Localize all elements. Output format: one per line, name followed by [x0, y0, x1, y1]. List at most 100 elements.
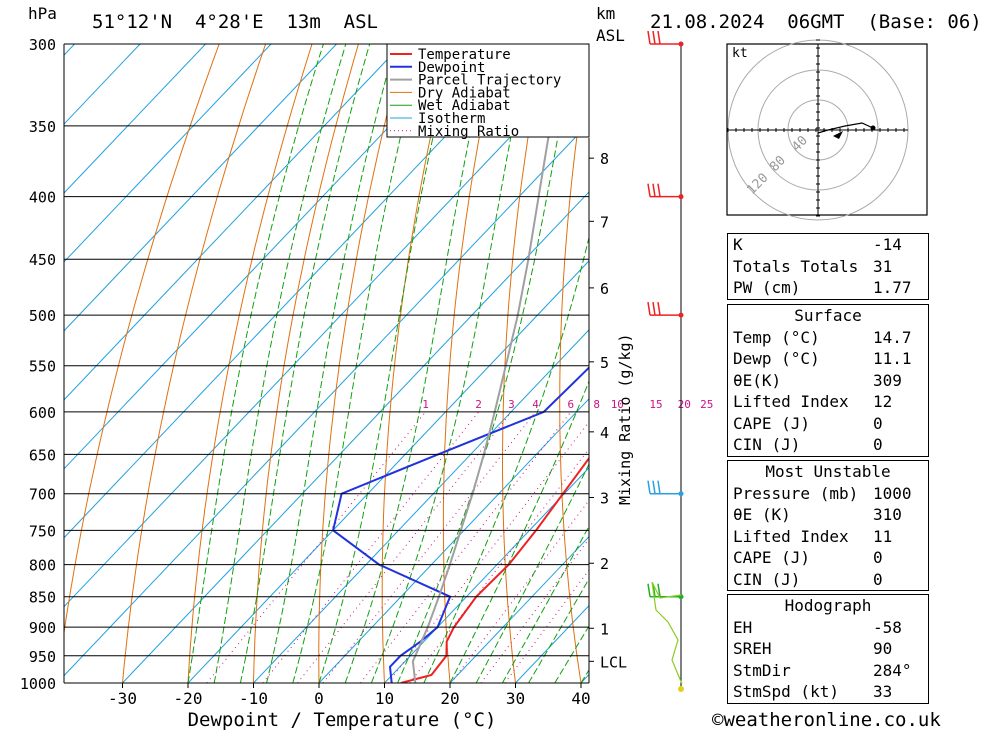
wet-adiabat-line	[293, 44, 424, 683]
isotherm-line	[123, 44, 730, 683]
pressure-tick-label: 300	[29, 36, 56, 54]
mu-row: CAPE (J)0	[728, 547, 928, 569]
x-tick-label: 10	[375, 689, 394, 708]
mixing-ratio-axis-title: Mixing Ratio (g/kg)	[616, 333, 634, 505]
pressure-tick-label: 1000	[20, 675, 56, 693]
mixing-ratio-label: 4	[532, 398, 539, 411]
location-title: 51°12'N 4°28'E 13m ASL	[92, 11, 378, 33]
pressure-tick-label: 900	[29, 619, 56, 637]
wind-barb-flag	[648, 584, 650, 597]
hodo-row: StmSpd (kt)33	[728, 681, 928, 703]
surface-table: Surface Temp (°C)14.7 Dewp (°C)11.1 θE(K…	[727, 304, 929, 457]
height-tick-label: 8	[600, 150, 609, 168]
mixing-ratio-label: 6	[567, 398, 574, 411]
isotherm-line	[0, 44, 533, 683]
mixing-ratio-label: 25	[700, 398, 713, 411]
x-tick-label: 30	[506, 689, 525, 708]
pressure-tick-label: 350	[29, 118, 56, 136]
footer-credit[interactable]: ©weatheronline.co.uk	[712, 709, 941, 731]
mixing-ratio-label: 1	[422, 398, 429, 411]
series-line-parcel-trajectory	[413, 44, 566, 683]
height-tick-label: 2	[600, 555, 609, 573]
isotherm-line	[0, 44, 468, 683]
dry-adiabat-line	[443, 44, 497, 683]
mu-row: Pressure (mb)1000	[728, 483, 928, 505]
wind-barb-flag	[653, 302, 655, 315]
dry-adiabat-line	[382, 44, 451, 683]
wet-adiabat-line	[188, 44, 323, 683]
asl-label: ASL	[596, 26, 625, 45]
mixing-ratio-label: 2	[475, 398, 482, 411]
mixing-ratio-label: 15	[649, 398, 662, 411]
mixing-ratio-line	[297, 412, 511, 683]
pressure-tick-label: 400	[29, 189, 56, 207]
height-tick-label: 7	[600, 213, 609, 231]
surface-row: Temp (°C)14.7	[728, 327, 928, 349]
height-tick-label: 1	[600, 620, 609, 638]
dry-adiabat-line	[254, 44, 359, 683]
hodograph-end-dot	[871, 126, 876, 131]
wind-barb-flag	[658, 481, 660, 494]
mixing-ratio-label: 20	[678, 398, 691, 411]
wind-barb-dot	[679, 42, 684, 47]
surface-row: CIN (J)0	[728, 434, 928, 456]
wet-adiabat-line	[424, 44, 629, 683]
x-tick-label: -20	[174, 689, 203, 708]
wind-barb-flag	[658, 184, 660, 197]
wet-adiabat-line	[240, 44, 369, 683]
datetime-title: 21.08.2024 06GMT (Base: 06)	[650, 11, 982, 33]
pressure-tick-label: 850	[29, 589, 56, 607]
mu-row: CIN (J)0	[728, 569, 928, 591]
mixing-ratio-line	[360, 412, 570, 683]
pressure-tick-label: 550	[29, 358, 56, 376]
wind-barb-flag	[653, 481, 655, 494]
surface-title: Surface	[728, 305, 928, 327]
x-tick-label: -30	[108, 689, 137, 708]
mixing-ratio-label: 3	[508, 398, 515, 411]
pressure-tick-label: 750	[29, 522, 56, 540]
wind-barb-flag	[648, 481, 650, 494]
series-line-temperature	[401, 44, 733, 683]
surface-wind-dot	[678, 686, 684, 692]
wind-barb-flag	[658, 302, 660, 315]
isotherm-line	[57, 44, 664, 683]
dry-adiabat-line	[57, 44, 219, 683]
mu-row: θE (K)310	[728, 504, 928, 526]
most-unstable-table: Most Unstable Pressure (mb)1000 θE (K)31…	[727, 460, 929, 591]
hodograph-unit-label: kt	[732, 46, 748, 61]
pressure-tick-label: 700	[29, 486, 56, 504]
most-unstable-title: Most Unstable	[728, 461, 928, 483]
hodo-row: EH-58	[728, 617, 928, 639]
pressure-tick-label: 800	[29, 557, 56, 575]
isotherm-line	[0, 44, 599, 683]
mixing-ratio-line	[505, 412, 707, 683]
index-row-pw: PW (cm)1.77	[728, 277, 928, 299]
pressure-tick-label: 950	[29, 648, 56, 666]
x-tick-label: 20	[440, 689, 459, 708]
x-tick-label: 40	[571, 689, 590, 708]
pressure-tick-label: 600	[29, 404, 56, 422]
mixing-ratio-line	[481, 412, 684, 683]
surface-row: θE(K)309	[728, 370, 928, 392]
isotherm-line	[0, 44, 402, 683]
hpa-label: hPa	[28, 4, 57, 23]
height-tick-label: 4	[600, 424, 609, 442]
wind-barb-dot	[679, 491, 684, 496]
pressure-tick-label: 500	[29, 307, 56, 325]
legend-label: Mixing Ratio	[418, 124, 519, 140]
isotherm-line	[188, 44, 795, 683]
dry-adiabat-line	[962, 44, 1000, 683]
dry-adiabat-line	[188, 44, 312, 683]
height-tick-label: LCL	[600, 653, 627, 671]
wind-barb-dot	[679, 194, 684, 199]
pressure-tick-label: 650	[29, 446, 56, 464]
height-tick-label: 6	[600, 280, 609, 298]
x-tick-label: -10	[239, 689, 268, 708]
